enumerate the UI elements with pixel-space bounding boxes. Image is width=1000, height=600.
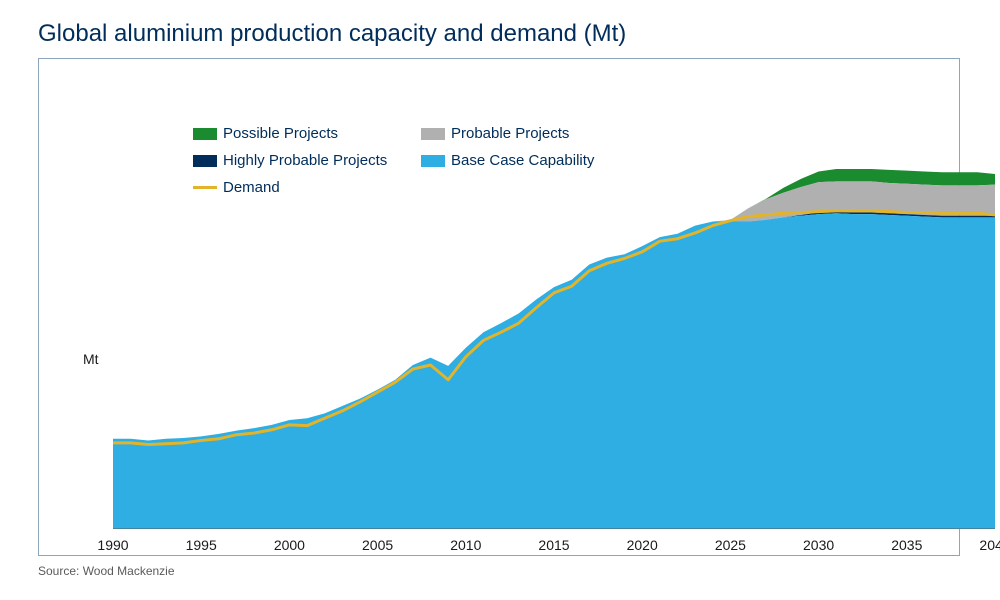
x-tick-label: 1990 — [97, 537, 128, 553]
x-tick-label: 2005 — [362, 537, 393, 553]
x-tick-label: 2025 — [715, 537, 746, 553]
chart-svg — [113, 119, 995, 529]
x-tick-label: 2035 — [891, 537, 922, 553]
x-tick-label: 1995 — [186, 537, 217, 553]
source-note: Source: Wood Mackenzie — [38, 564, 175, 578]
plot-border: Possible Projects Probable Projects High… — [38, 58, 960, 556]
x-tick-label: 2020 — [627, 537, 658, 553]
x-tick-label: 2000 — [274, 537, 305, 553]
x-tick-label: 2015 — [538, 537, 569, 553]
plot-area — [113, 119, 995, 529]
x-tick-label: 2040 — [979, 537, 1000, 553]
chart-root: Global aluminium production capacity and… — [0, 0, 1000, 600]
x-tick-label: 2030 — [803, 537, 834, 553]
x-tick-label: 2010 — [450, 537, 481, 553]
y-axis-label: Mt — [83, 351, 99, 367]
chart-title: Global aluminium production capacity and… — [38, 20, 626, 48]
